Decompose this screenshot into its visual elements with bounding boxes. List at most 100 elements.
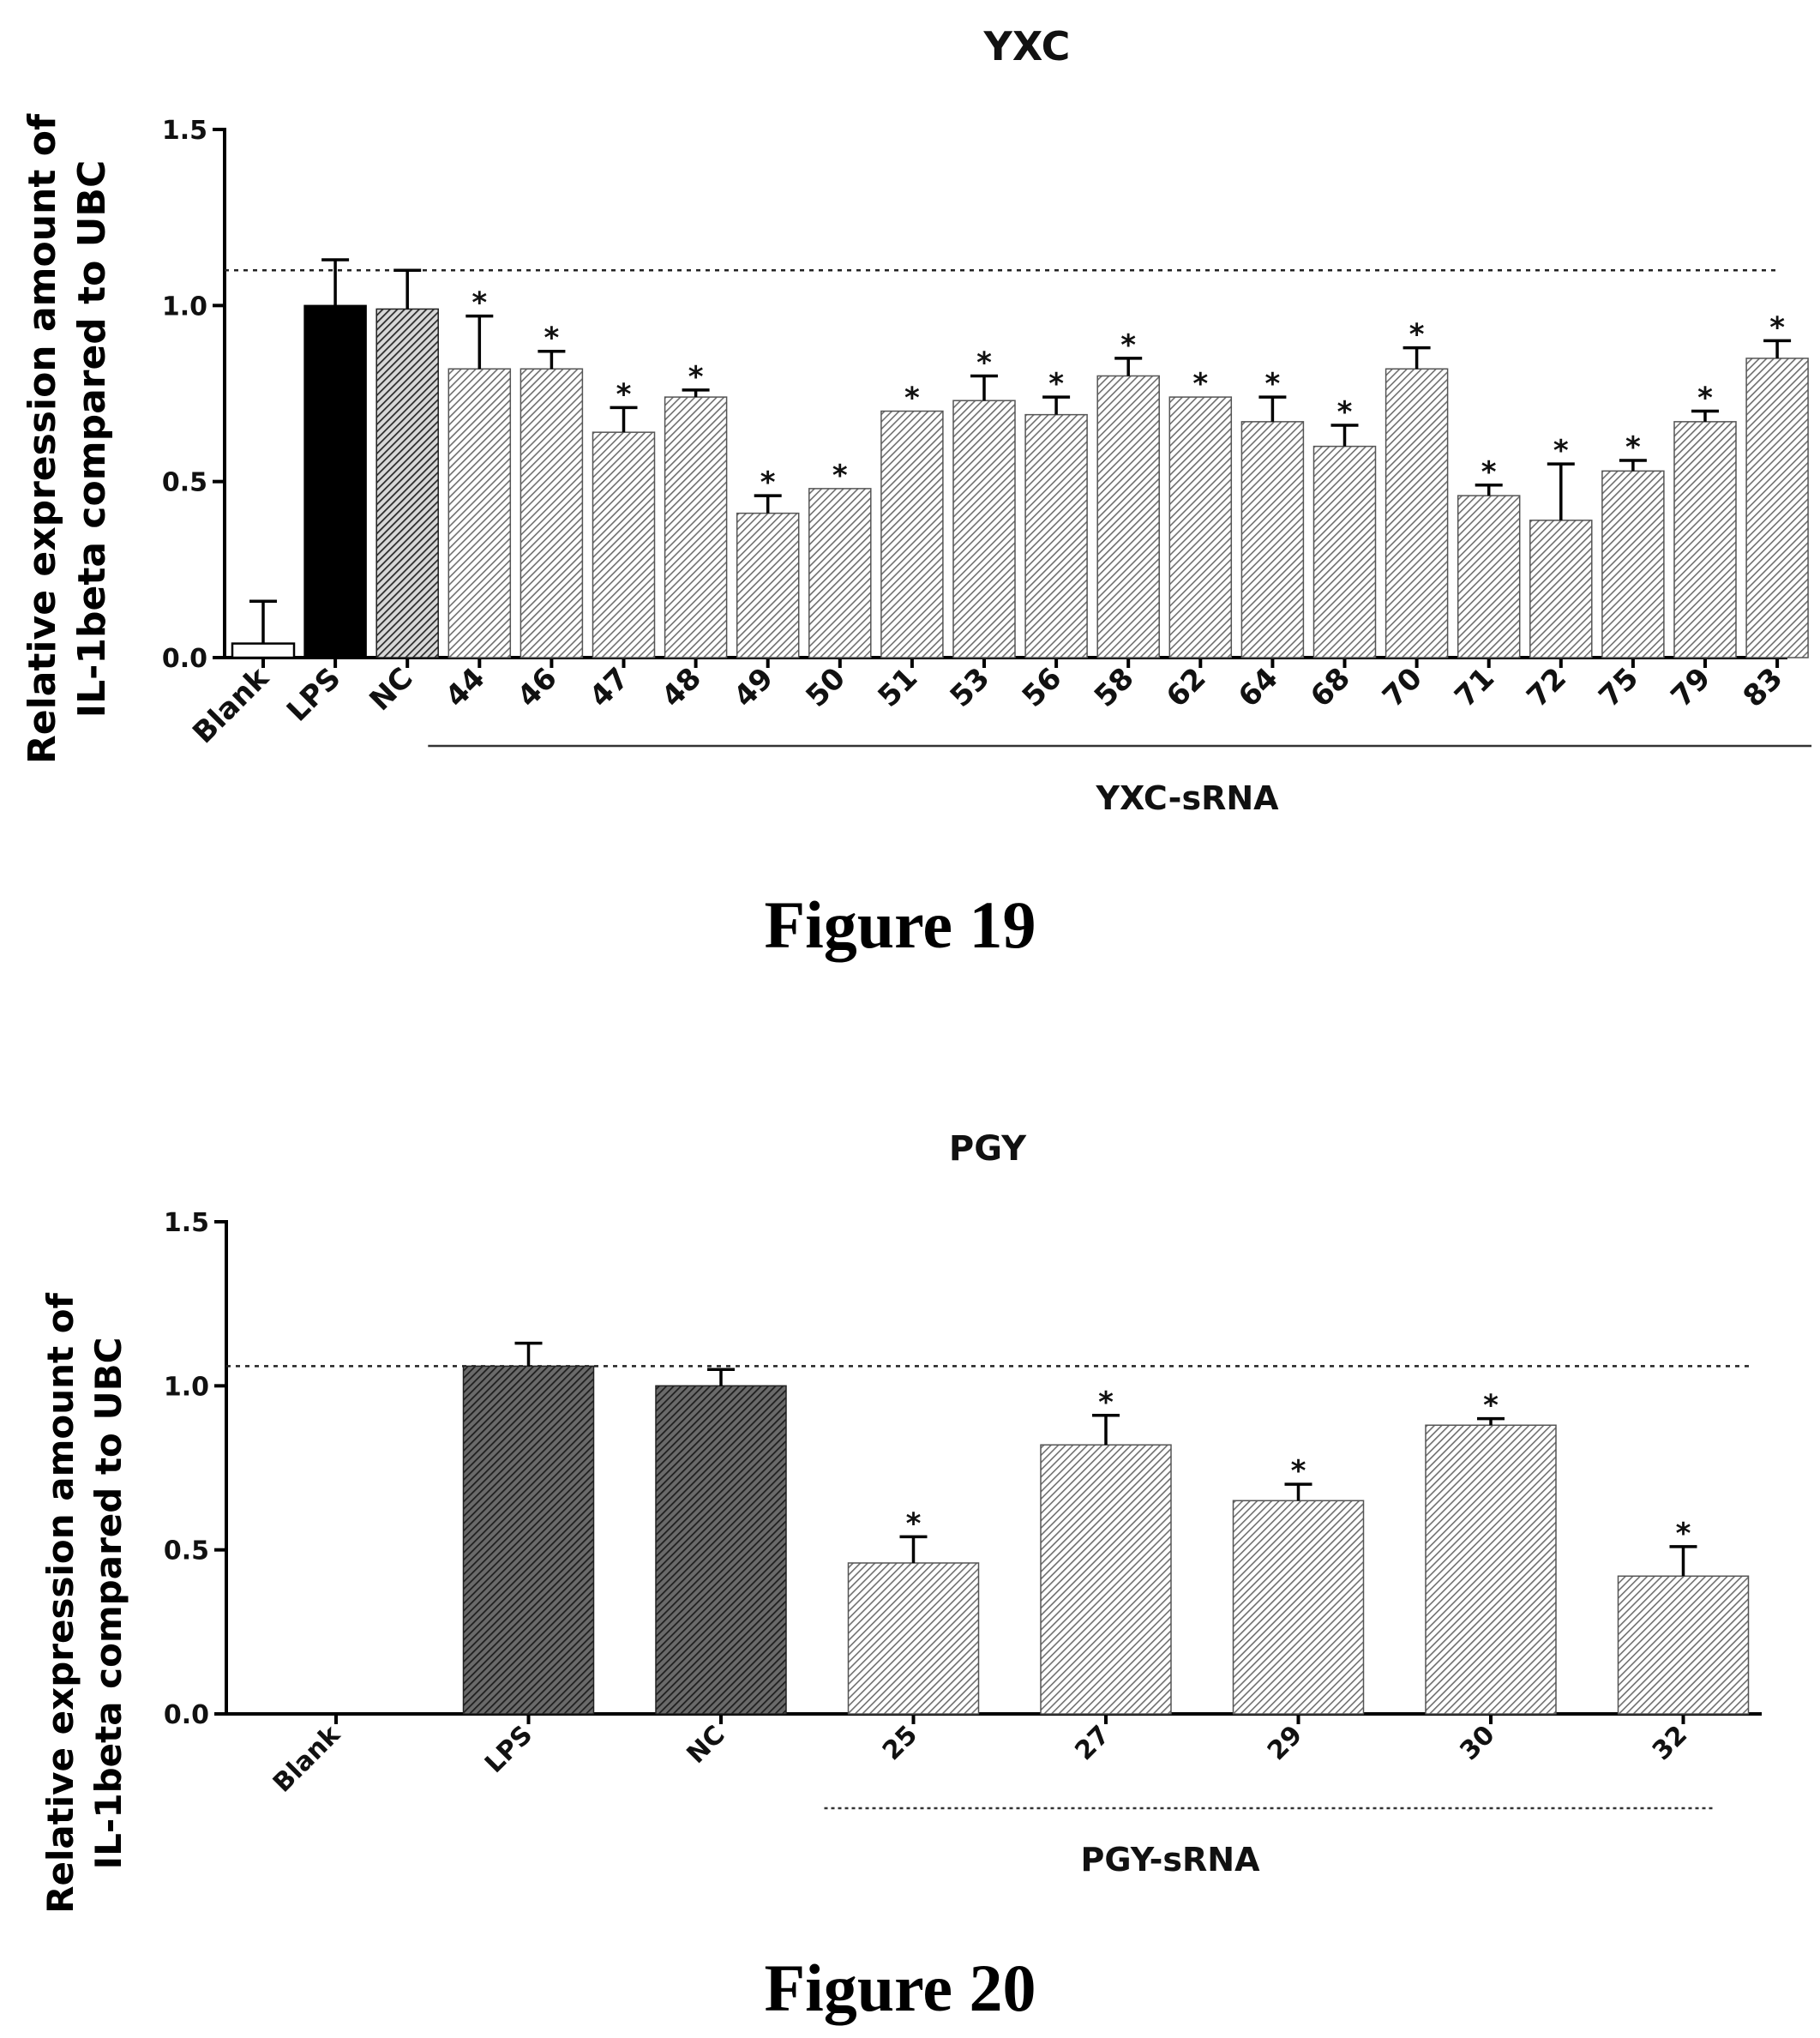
error-bar xyxy=(899,1535,928,1563)
y-tick-label: 0.5 xyxy=(162,468,207,498)
significance-star: * xyxy=(904,382,920,416)
bar-nc xyxy=(655,1385,787,1715)
significance-star: * xyxy=(1481,455,1497,490)
significance-star: * xyxy=(472,286,487,321)
error-bar xyxy=(610,406,638,433)
x-tick-label: 29 xyxy=(1262,1720,1308,1766)
error-bar xyxy=(1477,1416,1505,1426)
bar-51 xyxy=(880,410,944,658)
x-tick-label: LPS xyxy=(280,661,348,729)
significance-star: * xyxy=(1098,1386,1114,1420)
error-bar xyxy=(321,258,350,306)
significance-star: * xyxy=(1625,430,1641,465)
x-tick-label: 32 xyxy=(1647,1720,1693,1766)
bar-64 xyxy=(1240,421,1305,658)
bar-58 xyxy=(1096,375,1160,658)
bar-62 xyxy=(1168,396,1233,658)
x-tick-label: 44 xyxy=(439,661,492,714)
significance-star: * xyxy=(688,360,704,394)
error-bar xyxy=(970,374,998,401)
bar-68 xyxy=(1312,445,1377,658)
y-axis-label-line-2: IL-1beta compared to UBC xyxy=(70,160,114,718)
y-tick-label: 1.5 xyxy=(164,1208,209,1238)
significance-star: * xyxy=(906,1506,922,1541)
error-bar xyxy=(393,268,422,310)
bar-79 xyxy=(1673,421,1737,658)
significance-star: * xyxy=(1676,1517,1691,1551)
figure-20-chart: PGY Relative expression amount of IL-1be… xyxy=(39,1129,1762,2025)
x-tick-label: NC xyxy=(682,1720,731,1770)
x-tick-label: 71 xyxy=(1448,661,1501,714)
bar-32 xyxy=(1617,1575,1750,1715)
bar-56 xyxy=(1024,413,1088,658)
error-bar xyxy=(1114,357,1143,376)
y-tick-label: 1.5 xyxy=(162,116,207,146)
x-tick-label: 47 xyxy=(583,661,636,714)
bar-lps xyxy=(462,1365,595,1715)
bar-71 xyxy=(1457,495,1521,658)
error-bar xyxy=(1619,459,1647,472)
significance-star: * xyxy=(1409,318,1425,352)
bar-29 xyxy=(1232,1500,1365,1715)
x-tick-label: 70 xyxy=(1376,661,1429,714)
figure-19-chart: YXC Relative expression amount of IL-1be… xyxy=(21,23,1812,962)
y-axis-label: Relative expression amount of IL-1beta c… xyxy=(39,1292,129,1913)
bar-44 xyxy=(447,368,512,658)
chart-title: YXC xyxy=(983,23,1071,69)
y-axis-label-line-1: Relative expression amount of xyxy=(39,1292,81,1913)
y-tick-label: 0.0 xyxy=(164,1700,209,1730)
error-bar xyxy=(466,314,494,370)
significance-star: * xyxy=(1120,328,1136,363)
bar-70 xyxy=(1385,368,1449,658)
error-bar xyxy=(754,494,782,514)
chart-title: PGY xyxy=(949,1129,1027,1169)
y-tick-label: 0.0 xyxy=(162,644,207,674)
error-bar xyxy=(707,1368,735,1386)
error-bar xyxy=(1042,395,1071,415)
x-tick-label: 49 xyxy=(727,661,780,714)
bar-47 xyxy=(592,431,656,658)
bar-53 xyxy=(952,400,1016,658)
significance-star: * xyxy=(1192,367,1208,401)
x-tick-label: 72 xyxy=(1520,661,1573,714)
x-tick-label: 68 xyxy=(1304,661,1357,714)
error-bar xyxy=(1330,424,1359,447)
significance-star: * xyxy=(976,346,992,380)
bar-46 xyxy=(520,368,584,658)
x-tick-label: 51 xyxy=(872,661,925,714)
x-tick-label: 48 xyxy=(655,661,708,714)
error-bar xyxy=(1691,409,1719,422)
significance-star: * xyxy=(544,322,560,356)
error-bar xyxy=(1669,1545,1697,1577)
bar-27 xyxy=(1040,1444,1172,1715)
error-bar xyxy=(1547,462,1575,520)
bar-lps xyxy=(303,304,367,658)
bar-48 xyxy=(664,396,728,658)
bar-blank xyxy=(231,642,296,659)
bar-50 xyxy=(808,488,872,658)
x-tick-label: Blank xyxy=(267,1719,346,1798)
bar-49 xyxy=(736,512,800,658)
x-tick-label: 83 xyxy=(1737,661,1790,714)
significance-star: * xyxy=(1769,310,1785,345)
error-bar xyxy=(1258,395,1287,422)
x-tick-label: 75 xyxy=(1593,661,1646,714)
x-tick-label: 53 xyxy=(944,661,997,714)
x-tick-label: 50 xyxy=(799,661,852,714)
significance-star: * xyxy=(1265,367,1281,401)
error-bar xyxy=(1284,1482,1312,1501)
x-tick-label: 30 xyxy=(1454,1720,1500,1766)
y-tick-label: 1.0 xyxy=(164,1372,209,1402)
error-bar xyxy=(538,349,566,370)
bar-83 xyxy=(1745,358,1809,658)
y-axis-label-line-1: Relative expression amount of xyxy=(21,113,64,764)
error-bar xyxy=(1475,484,1503,496)
error-bar xyxy=(514,1341,543,1367)
error-bar xyxy=(1403,346,1431,370)
error-bar xyxy=(1763,339,1792,358)
x-tick-label: 25 xyxy=(877,1720,923,1766)
significance-star: * xyxy=(1697,382,1713,416)
plot-area: 0.0 0.5 1.0 1.5 Blank LPS NC * 25 * 27 * 29 * 30 * 32 xyxy=(164,1208,1762,1810)
